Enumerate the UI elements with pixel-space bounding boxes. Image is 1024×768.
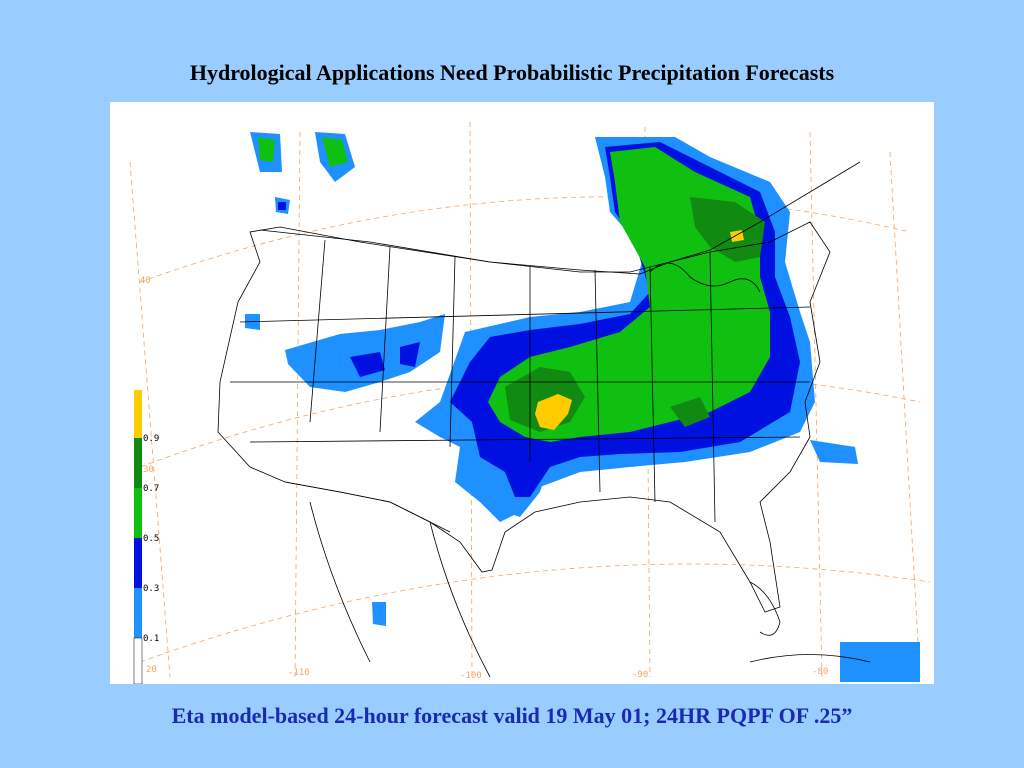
- region-atlantic-spot: [810, 440, 858, 464]
- region-nw-blue: [278, 202, 286, 210]
- state-line-5: [594, 269, 601, 493]
- lat-label-30: 30: [143, 465, 154, 475]
- legend-label-0.9: 0.9: [143, 434, 159, 444]
- legend-bin-0.3-0.5: [134, 538, 142, 588]
- legend-bin-0.7-0.9: [134, 438, 142, 488]
- region-west-light: [285, 314, 445, 392]
- legend-bar: 0.9 0.7 0.5 0.3 0.1: [133, 390, 159, 684]
- region-mexico-spot: [372, 602, 386, 626]
- legend-bin-0.1-0.3: [134, 588, 142, 638]
- state-line-h3: [249, 436, 801, 443]
- legend-label-0.3: 0.3: [143, 584, 159, 594]
- slide-title: Hydrological Applications Need Probabili…: [189, 60, 835, 85]
- region-nw-green: [258, 137, 275, 162]
- state-line-h1: [239, 306, 811, 323]
- lat-label-20: 20: [146, 665, 157, 675]
- lon-label-90: -90: [632, 670, 648, 680]
- political-borders: [217, 161, 871, 678]
- forecast-map: 0.9 0.7 0.5 0.3 0.1 40 30 20 -110 -100 -…: [110, 102, 934, 684]
- graticule-labels: 40 30 20 -110 -100 -90 -80: [140, 276, 828, 681]
- state-line-7: [709, 251, 716, 523]
- state-line-1: [309, 239, 326, 423]
- longitude-line-110: [294, 131, 301, 678]
- mexico-coast: [309, 501, 491, 678]
- mexico-border: [284, 481, 451, 533]
- legend-label-0.1: 0.1: [143, 634, 159, 644]
- legend-label-0.5: 0.5: [143, 534, 159, 544]
- region-west-blue-1: [350, 352, 385, 377]
- legend-bin-0.0-0.1: [133, 637, 143, 684]
- region-caribbean: [840, 642, 920, 682]
- longitude-line-100: [469, 121, 473, 678]
- state-line-3: [449, 256, 456, 448]
- lon-label-100: -100: [460, 671, 482, 681]
- legend-label-0.7: 0.7: [143, 484, 159, 494]
- slide-caption: Eta model-based 24-hour forecast valid 1…: [171, 703, 853, 728]
- lat-label-40: 40: [140, 276, 151, 286]
- region-nw-green-2: [322, 137, 348, 167]
- longitude-line-80: [809, 131, 823, 678]
- legend-bin-0.9-1.0: [134, 390, 142, 438]
- region-central-yellow: [535, 394, 572, 430]
- precipitation-probability: [245, 132, 920, 682]
- state-line-2: [379, 246, 391, 433]
- lon-label-80: -80: [812, 667, 828, 677]
- longitude-line-70: [889, 151, 921, 678]
- florida: [749, 581, 781, 636]
- latitude-line-20: [139, 563, 931, 663]
- state-line-6: [649, 266, 656, 503]
- region-ohio-darkgreen: [670, 397, 710, 427]
- cuba: [749, 654, 871, 663]
- region-west-blue-2: [400, 342, 420, 367]
- latitude-line-40: [139, 196, 911, 283]
- lon-label-110: -110: [288, 668, 310, 678]
- legend-bin-0.5-0.7: [134, 488, 142, 538]
- great-lakes: [649, 262, 761, 293]
